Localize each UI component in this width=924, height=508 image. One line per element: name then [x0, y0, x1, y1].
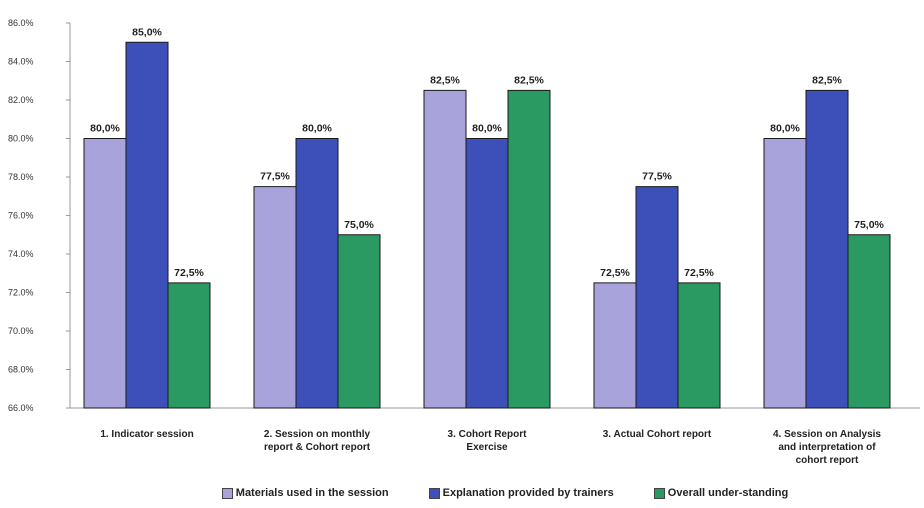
y-tick-label: 78.0% — [8, 172, 34, 182]
data-label: 80,0% — [770, 123, 800, 135]
y-tick-label: 66.0% — [8, 403, 34, 413]
data-label: 75,0% — [854, 219, 884, 231]
y-tick-label: 74.0% — [8, 249, 34, 259]
bar — [677, 282, 721, 409]
data-label: 77,5% — [260, 171, 290, 183]
y-tick-label: 82.0% — [8, 95, 34, 105]
bars-layer — [83, 41, 891, 409]
data-label: 77,5% — [642, 171, 672, 183]
bar — [593, 282, 637, 409]
y-tick-label: 70.0% — [8, 326, 34, 336]
y-tick-label: 76.0% — [8, 211, 34, 221]
data-label: 72,5% — [174, 267, 204, 279]
x-category-label: 3. Actual Cohort report — [602, 429, 712, 440]
bar — [465, 138, 509, 409]
y-tick-label: 86.0% — [8, 18, 34, 28]
data-label: 80,0% — [472, 123, 502, 135]
x-category-label: 2. Session on monthly report & Cohort re… — [263, 429, 371, 453]
x-category-label: 3. Cohort Report Exercise — [447, 429, 527, 453]
data-label: 82,5% — [514, 74, 544, 86]
bar — [423, 89, 467, 409]
bar — [805, 89, 849, 409]
bar — [507, 89, 551, 409]
legend-label: Explanation provided by trainers — [442, 487, 614, 499]
y-tick-label: 80.0% — [8, 134, 34, 144]
data-label: 82,5% — [812, 74, 842, 86]
bar — [253, 186, 297, 409]
legend-item: Overall under-standing — [653, 487, 789, 499]
bar — [167, 282, 211, 409]
data-label: 82,5% — [430, 74, 460, 86]
y-tick-label: 68.0% — [8, 365, 34, 375]
legend-swatch — [221, 487, 233, 499]
bar — [83, 138, 127, 409]
bar — [847, 234, 891, 409]
bar — [125, 41, 169, 409]
legend-label: Overall under-standing — [667, 487, 789, 499]
data-label: 80,0% — [302, 123, 332, 135]
x-category-label: 4. Session on Analysis and interpretatio… — [772, 429, 881, 466]
legend-swatch — [428, 487, 440, 499]
bar — [635, 186, 679, 409]
x-category-label: 1. Indicator session — [100, 429, 194, 440]
bar — [763, 138, 807, 409]
legend-item: Materials used in the session — [221, 487, 389, 499]
legend-swatch — [653, 487, 665, 499]
legend-item: Explanation provided by trainers — [428, 487, 614, 499]
legend: Materials used in the session Explanation… — [115, 487, 895, 499]
legend-label: Materials used in the session — [235, 487, 389, 499]
data-label: 80,0% — [90, 123, 120, 135]
data-label: 72,5% — [600, 267, 630, 279]
y-tick-label: 72.0% — [8, 288, 34, 298]
bar — [337, 234, 381, 409]
data-labels-layer: 80,0% 85,0% 72,5% 77,5% 80,0% 75,0% 82,5% 80,0%… — [90, 26, 884, 279]
y-tick-label: 84.0% — [8, 57, 34, 67]
data-label: 85,0% — [132, 26, 162, 38]
axis-layer: 66.0% 68.0% 70.0% 72.0% 74.0% 76.0% 78.0% 80.0%… — [8, 18, 920, 413]
data-label: 72,5% — [684, 267, 714, 279]
bar — [295, 138, 339, 409]
data-label: 75,0% — [344, 219, 374, 231]
